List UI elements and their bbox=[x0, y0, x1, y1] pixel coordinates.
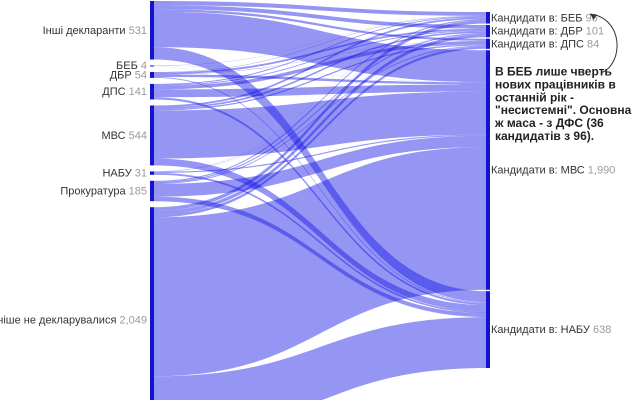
svg-text:Кандидати в: БЕБ 96: Кандидати в: БЕБ 96 bbox=[491, 12, 598, 24]
svg-text:Кандидати в: ДБР 101: Кандидати в: ДБР 101 bbox=[491, 26, 604, 38]
svg-text:Прокуратура 185: Прокуратура 185 bbox=[60, 186, 147, 198]
svg-text:НАБУ 31: НАБУ 31 bbox=[102, 168, 147, 180]
svg-text:Раніше не декларувалися 2,049: Раніше не декларувалися 2,049 bbox=[0, 315, 147, 327]
svg-text:ДБР 54: ДБР 54 bbox=[110, 69, 147, 81]
svg-text:МВС 544: МВС 544 bbox=[102, 130, 148, 142]
svg-text:Кандидати в: МВС 1,990: Кандидати в: МВС 1,990 bbox=[491, 165, 615, 177]
svg-text:ДПС 141: ДПС 141 bbox=[102, 86, 147, 98]
svg-text:Кандидати в: ДПС 84: Кандидати в: ДПС 84 bbox=[491, 38, 599, 50]
svg-text:Інші декларанти 531: Інші декларанти 531 bbox=[43, 25, 147, 37]
svg-text:Кандидати в: НАБУ 638: Кандидати в: НАБУ 638 bbox=[491, 324, 611, 336]
